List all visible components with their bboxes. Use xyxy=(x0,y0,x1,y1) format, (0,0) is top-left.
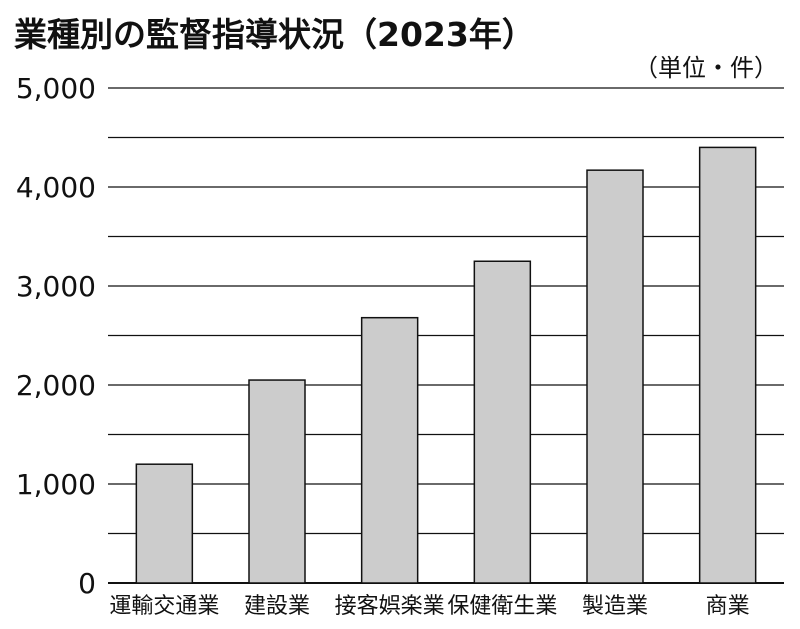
label-layer: 0 1,000 2,000 3,000 4,000 5,000 運輸交通業 建設業 接客娯楽業保… xyxy=(16,72,750,619)
x-tick-label: 運輸交通業 xyxy=(109,594,219,619)
bar xyxy=(248,379,306,584)
bar xyxy=(698,146,757,584)
x-tick-label: 接客娯楽業 xyxy=(335,594,445,619)
y-tick-label: 3,000 xyxy=(16,270,96,303)
bar xyxy=(473,260,532,584)
y-tick-label: 1,000 xyxy=(16,468,96,501)
bar xyxy=(360,316,419,584)
y-tick-label: 2,000 xyxy=(16,369,96,402)
bar-layer xyxy=(135,146,757,584)
y-tick-label: 4,000 xyxy=(16,171,96,204)
x-tick-label: 建設業 xyxy=(244,594,310,619)
x-tick-label: 商業 xyxy=(706,594,750,619)
bar xyxy=(135,463,194,584)
x-tick-label: 保健衛生業 xyxy=(447,594,557,619)
x-tick-label: 製造業 xyxy=(582,594,648,619)
grid-layer xyxy=(108,87,784,584)
chart-title: 業種別の監督指導状況（2023年） xyxy=(14,15,535,54)
y-tick-label: 5,000 xyxy=(16,72,96,105)
unit-label: （単位・件） xyxy=(634,54,778,82)
bar xyxy=(586,169,644,584)
y-tick-label: 0 xyxy=(78,567,96,600)
